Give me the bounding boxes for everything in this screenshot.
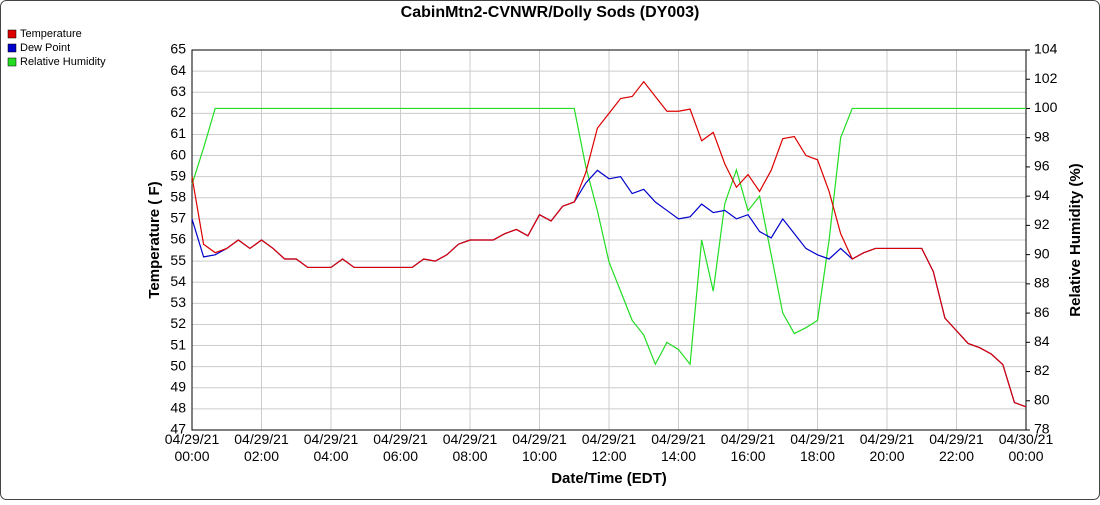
x-tick-line: 06:00 — [383, 448, 418, 464]
x-tick-line: 22:00 — [939, 448, 974, 464]
y-tick-label: 61 — [170, 125, 186, 141]
y2-tick-label: 80 — [1034, 391, 1050, 407]
x-tick-line: 04/29/21 — [651, 431, 706, 447]
x-tick-line: 04/29/21 — [860, 431, 915, 447]
y-tick-label: 48 — [170, 400, 186, 416]
x-tick-line: 04/30/21 — [999, 431, 1054, 447]
x-tick-label: 04/30/21 00:00 — [999, 431, 1054, 464]
y-tick-label: 50 — [170, 357, 186, 373]
x-tick-line: 04/29/21 — [512, 431, 567, 447]
y2-tick-label: 104 — [1034, 41, 1058, 57]
y-axis-label: Temperature ( F) — [146, 181, 163, 298]
x-tick-label: 04/29/21 08:00 — [443, 431, 498, 464]
x-tick-line: 04/29/21 — [234, 431, 289, 447]
legend-swatch — [7, 43, 17, 53]
y-tick-label: 56 — [170, 231, 186, 247]
y-tick-label: 58 — [170, 188, 186, 204]
x-tick-line: 04/29/21 — [790, 431, 845, 447]
legend-label: Dew Point — [20, 42, 70, 54]
y2-tick-label: 82 — [1034, 362, 1050, 378]
y-tick-label: 59 — [170, 167, 186, 183]
series-line — [191, 107, 1026, 366]
y2-tick-label: 98 — [1034, 128, 1050, 144]
plot-frame — [191, 49, 1027, 431]
x-tick-line: 12:00 — [591, 448, 626, 464]
y2-tick-label: 90 — [1034, 245, 1050, 261]
y-tick-label: 47 — [170, 421, 186, 437]
x-tick-label: 04/29/21 18:00 — [790, 431, 845, 464]
y2-tick-label: 84 — [1034, 333, 1050, 349]
x-tick-line: 18:00 — [800, 448, 835, 464]
y-tick-label: 52 — [170, 315, 186, 331]
x-tick-line: 16:00 — [730, 448, 765, 464]
legend-label: Temperature — [20, 28, 82, 40]
x-tick-label: 04/29/21 20:00 — [860, 431, 915, 464]
y-tick-label: 49 — [170, 378, 186, 394]
y2-tick-label: 100 — [1034, 99, 1058, 115]
x-tick-label: 04/29/21 12:00 — [582, 431, 637, 464]
y2-tick-label: 88 — [1034, 275, 1050, 291]
x-tick-line: 02:00 — [244, 448, 279, 464]
x-tick-line: 04/29/21 — [304, 431, 359, 447]
x-tick-label: 04/29/21 02:00 — [234, 431, 289, 464]
x-tick-line: 04/29/21 — [373, 431, 428, 447]
y-tick-label: 57 — [170, 210, 186, 226]
x-tick-label: 04/29/21 14:00 — [651, 431, 706, 464]
x-tick-label: 04/29/21 16:00 — [721, 431, 776, 464]
x-tick-line: 00:00 — [1008, 448, 1043, 464]
x-tick-line: 08:00 — [452, 448, 487, 464]
y-tick-label: 62 — [170, 104, 186, 120]
x-tick-label: 04/29/21 06:00 — [373, 431, 428, 464]
y2-tick-label: 102 — [1034, 70, 1058, 86]
y2-tick-label: 78 — [1034, 421, 1050, 437]
x-tick-line: 04/29/21 — [721, 431, 776, 447]
x-tick-line: 04/29/21 — [582, 431, 637, 447]
y-tick-label: 63 — [170, 83, 186, 99]
y2-tick-label: 86 — [1034, 304, 1050, 320]
y2-tick-label: 94 — [1034, 187, 1050, 203]
x-tick-line: 20:00 — [869, 448, 904, 464]
x-tick-label: 04/29/21 00:00 — [165, 431, 220, 464]
x-tick-line: 14:00 — [661, 448, 696, 464]
y-tick-label: 53 — [170, 294, 186, 310]
y2-tick-label: 96 — [1034, 158, 1050, 174]
x-tick-label: 04/29/21 10:00 — [512, 431, 567, 464]
y-tick-label: 54 — [170, 273, 186, 289]
x-axis-label: Date/Time (EDT) — [551, 470, 667, 487]
x-tick-line: 04/29/21 — [443, 431, 498, 447]
y-tick-label: 55 — [170, 252, 186, 268]
x-tick-line: 04/29/21 — [929, 431, 984, 447]
legend-swatch — [7, 57, 17, 67]
y-tick-label: 51 — [170, 336, 186, 352]
x-tick-label: 04/29/21 04:00 — [304, 431, 359, 464]
y2-axis-label: Relative Humidity (%) — [1067, 163, 1084, 316]
y-tick-label: 65 — [170, 41, 186, 57]
legend-label: Relative Humidity — [20, 56, 106, 68]
y-tick-label: 60 — [170, 146, 186, 162]
x-tick-line: 10:00 — [522, 448, 557, 464]
series-line — [191, 80, 1027, 408]
legend-swatch — [7, 29, 17, 39]
chart-title: CabinMtn2-CVNWR/Dolly Sods (DY003) — [401, 4, 700, 21]
x-tick-label: 04/29/21 22:00 — [929, 431, 984, 464]
y2-tick-label: 92 — [1034, 216, 1050, 232]
y-tick-label: 64 — [170, 62, 186, 78]
x-tick-line: 00:00 — [174, 448, 209, 464]
x-tick-line: 04/29/21 — [165, 431, 220, 447]
x-tick-line: 04:00 — [313, 448, 348, 464]
